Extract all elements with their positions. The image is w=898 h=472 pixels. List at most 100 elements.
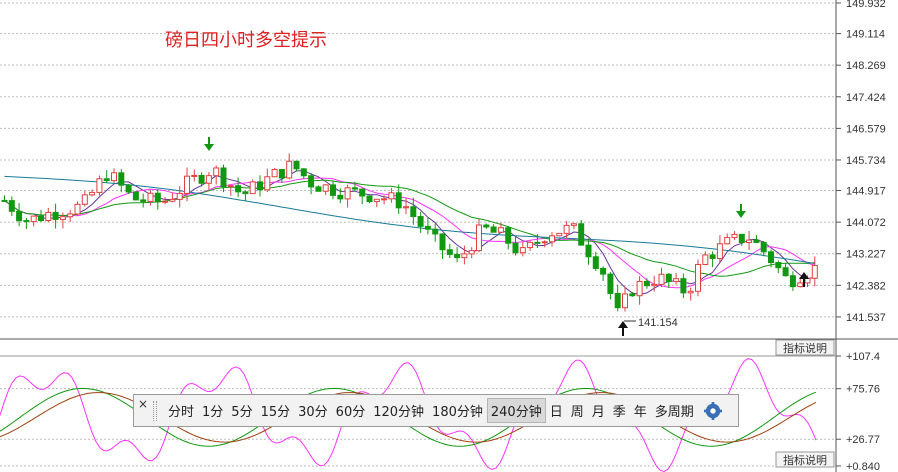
period-item-2[interactable]: 5分 — [231, 405, 253, 420]
candle — [184, 167, 190, 202]
candle — [278, 168, 285, 183]
price-tick-0: 149.932 — [846, 0, 886, 10]
candle — [373, 198, 380, 208]
candle — [30, 215, 37, 227]
candle — [527, 240, 534, 251]
candle — [67, 210, 74, 222]
candle — [8, 196, 15, 217]
candle — [1, 195, 8, 202]
candle — [205, 171, 212, 190]
candle — [118, 169, 125, 193]
candle — [59, 212, 66, 229]
ma-line-trend — [4, 175, 815, 265]
period-item-9[interactable]: 日 — [549, 405, 563, 420]
candle — [417, 211, 424, 233]
period-item-1[interactable]: 1分 — [202, 405, 224, 420]
period-item-11[interactable]: 月 — [591, 405, 605, 420]
indicator-tick-1: +75.76 — [846, 384, 880, 396]
candle — [381, 195, 388, 205]
candle — [293, 160, 300, 172]
candle — [249, 179, 256, 195]
candle — [600, 266, 607, 281]
sell-arrow-icon-2 — [736, 204, 746, 218]
period-item-13[interactable]: 年 — [633, 405, 647, 420]
low-price-label: 141.154 — [638, 317, 678, 329]
candle — [16, 203, 23, 227]
drag-handle[interactable] — [153, 401, 157, 421]
candle — [235, 177, 242, 198]
gear-icon[interactable] — [703, 401, 722, 420]
candle — [782, 263, 789, 277]
candle — [257, 175, 263, 197]
candle — [132, 191, 139, 201]
candle — [629, 292, 636, 297]
candle — [775, 260, 782, 274]
price-tick-6: 144.917 — [846, 186, 886, 198]
candle — [330, 180, 336, 200]
candle — [461, 245, 468, 265]
price-tick-8: 143.227 — [846, 249, 886, 261]
candle — [432, 223, 439, 242]
period-item-10[interactable]: 周 — [570, 405, 584, 420]
candle — [315, 185, 322, 192]
candle — [388, 187, 395, 203]
candle — [410, 197, 417, 225]
candle — [227, 184, 234, 196]
candle — [709, 251, 716, 268]
period-item-14[interactable]: 多周期 — [654, 405, 694, 420]
candle — [242, 190, 249, 202]
price-tick-7: 144.072 — [846, 217, 886, 229]
candle — [169, 192, 176, 203]
candle — [505, 225, 512, 250]
candle — [38, 209, 44, 222]
candle — [673, 272, 680, 285]
candle — [556, 232, 563, 237]
candle — [811, 256, 818, 287]
candle — [403, 198, 409, 215]
period-item-5[interactable]: 60分 — [335, 405, 366, 420]
period-item-6[interactable]: 120分钟 — [373, 405, 425, 420]
candle — [300, 168, 307, 180]
candle — [162, 197, 169, 205]
candlestick-series — [1, 153, 818, 312]
buy-arrow-icon-2 — [799, 272, 809, 287]
period-item-12[interactable]: 季 — [612, 405, 626, 420]
candle — [614, 284, 621, 312]
ma-line-short — [4, 170, 815, 296]
candle — [351, 181, 358, 192]
period-item-8[interactable]: 240分钟 — [486, 398, 546, 423]
signal-arrows — [204, 137, 809, 336]
period-item-0[interactable]: 分时 — [168, 405, 195, 420]
candle — [483, 223, 490, 229]
candle — [651, 275, 658, 292]
close-icon[interactable]: × — [137, 397, 149, 411]
candle — [643, 278, 650, 289]
candle — [607, 271, 614, 300]
candle — [271, 167, 278, 178]
candle — [140, 193, 147, 208]
candle — [680, 273, 687, 299]
candle — [264, 168, 271, 192]
sell-arrow-icon — [204, 137, 214, 151]
indicator-button-main[interactable]: 指标说明 — [775, 339, 835, 356]
candle — [395, 184, 402, 215]
chart-title: 磅日四小时多空提示 — [165, 30, 327, 51]
candle — [760, 240, 767, 257]
buy-arrow-icon — [618, 321, 628, 336]
candle — [103, 170, 110, 183]
indicator-tick-0: +107.4 — [846, 351, 880, 363]
period-item-3[interactable]: 15分 — [260, 405, 291, 420]
indicator-tick-3: +0.840 — [846, 461, 880, 472]
candle — [74, 201, 81, 216]
indicator-button-sub[interactable]: 指标说明 — [775, 451, 835, 468]
price-tick-1: 149.114 — [846, 29, 885, 41]
candle — [592, 251, 599, 272]
period-item-4[interactable]: 30分 — [298, 405, 328, 420]
period-item-7[interactable]: 180分钟 — [432, 405, 483, 420]
ma-line-mid — [4, 177, 815, 289]
candle — [359, 188, 366, 205]
candle — [636, 275, 643, 305]
price-tick-4: 146.579 — [846, 123, 886, 135]
price-tick-5: 145.734 — [846, 155, 886, 167]
candle — [702, 251, 709, 266]
